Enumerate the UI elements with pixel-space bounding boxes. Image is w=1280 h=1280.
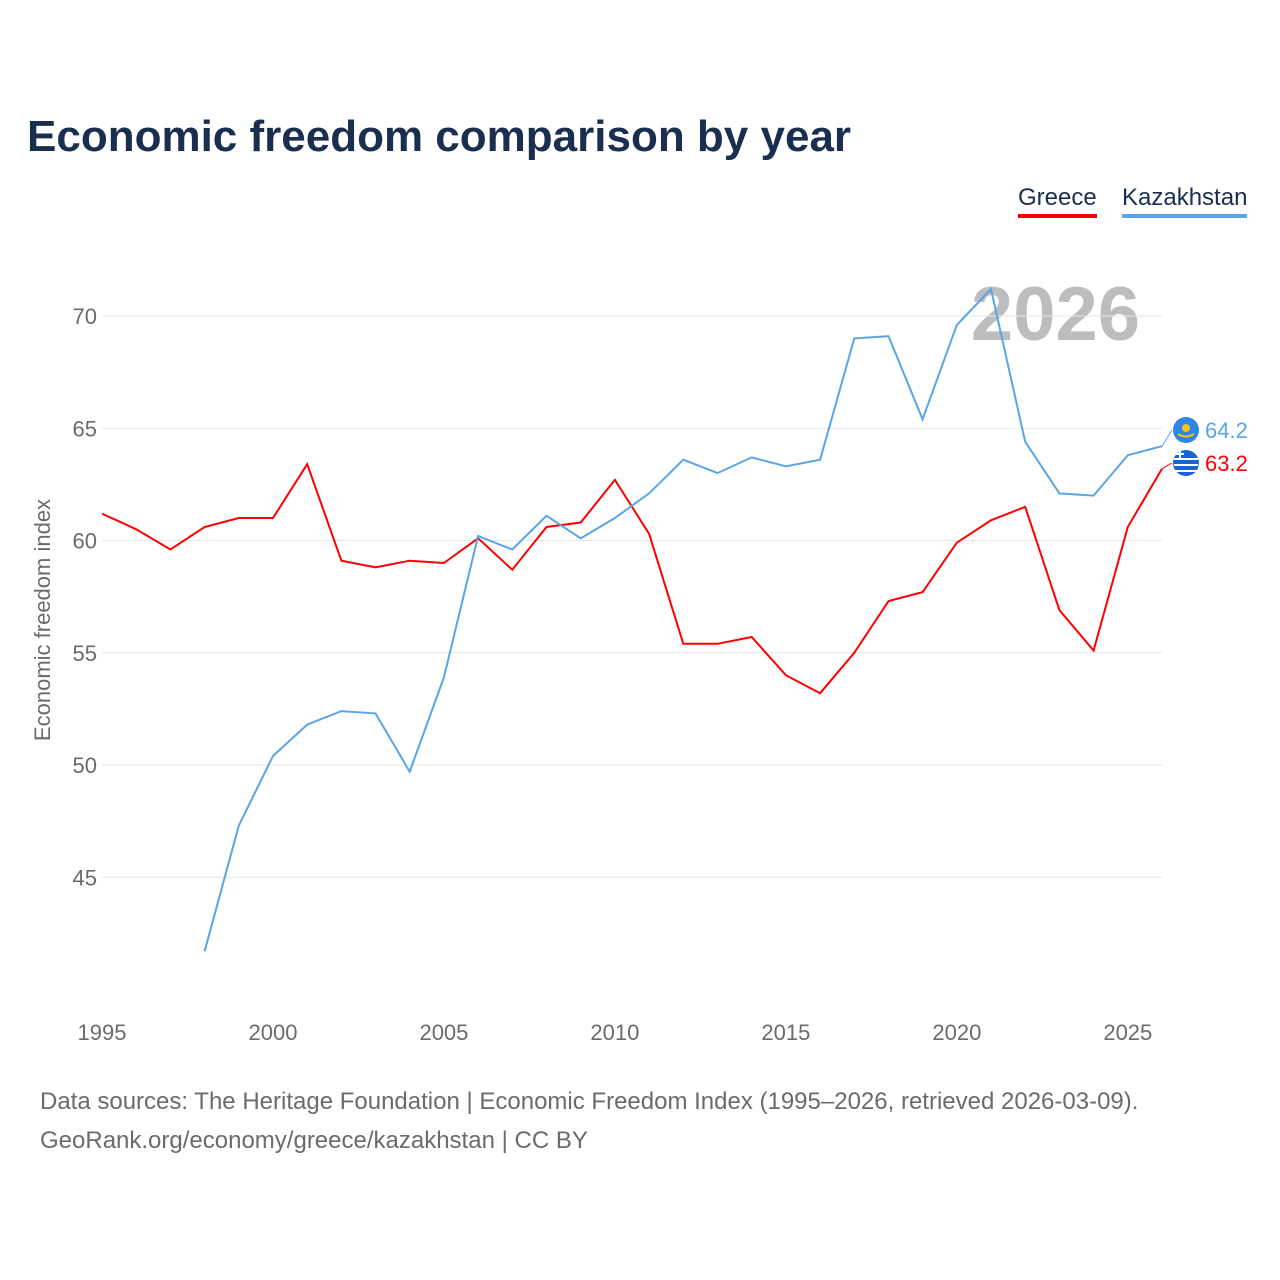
flag-stripe — [1174, 464, 1198, 466]
legend-kazakhstan[interactable]: Kazakhstan — [1122, 184, 1248, 218]
end-label-connector — [1161, 429, 1173, 447]
x-tick-label: 2020 — [932, 1020, 981, 1045]
y-tick-label: 65 — [73, 416, 97, 441]
y-tick-label: 45 — [73, 865, 97, 890]
footer-link[interactable]: GeoRank.org/economy/greece/kazakhstan | … — [40, 1127, 588, 1154]
x-tick-label: 2010 — [590, 1020, 639, 1045]
series-line-greece — [101, 461, 1163, 695]
y-tick-label: 50 — [73, 753, 97, 778]
x-tick-label: 2000 — [248, 1020, 297, 1045]
y-tick-label: 60 — [73, 529, 97, 554]
flag-sun — [1182, 424, 1190, 432]
x-tick-label: 1995 — [78, 1020, 127, 1045]
end-value-label-greece: 63.2 — [1205, 451, 1248, 476]
y-axis-label: Economic freedom index — [30, 499, 55, 741]
y-tick-label: 70 — [73, 304, 97, 329]
line-chart: 2026 45 50 55 60 65 70 1995 2000 2005 2010 2015 2020… — [30, 272, 1248, 1045]
end-label-connector — [1161, 462, 1173, 470]
x-tick-label: 2005 — [419, 1020, 468, 1045]
x-tick-label: 2015 — [761, 1020, 810, 1045]
series-line-kazakhstan — [203, 287, 1163, 952]
flag-cross — [1179, 450, 1181, 458]
flag-stripe — [1174, 458, 1198, 460]
chart-title: Economic freedom comparison by year — [27, 112, 852, 161]
year-watermark: 2026 — [971, 272, 1140, 357]
end-value-label-kazakhstan: 64.2 — [1205, 418, 1248, 443]
footer-sources: Data sources: The Heritage Foundation | … — [40, 1088, 1139, 1115]
legend-greece[interactable]: Greece — [1018, 184, 1097, 218]
y-tick-label: 55 — [73, 641, 97, 666]
x-tick-label: 2025 — [1103, 1020, 1152, 1045]
flag-stripe — [1174, 470, 1198, 472]
flag-eagle — [1177, 433, 1195, 438]
